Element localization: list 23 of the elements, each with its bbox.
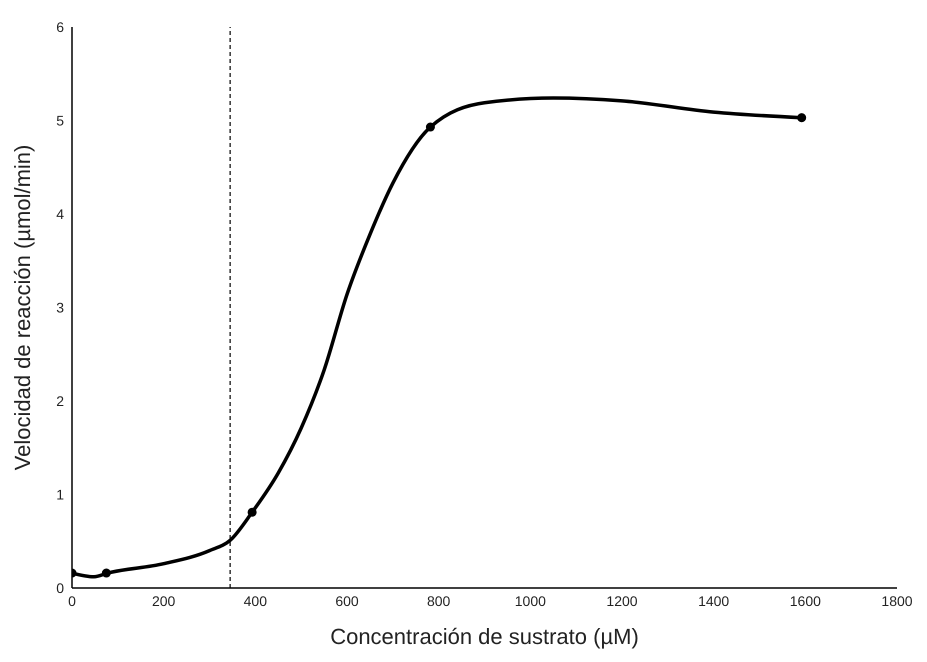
x-tick-label: 1200: [606, 592, 638, 609]
y-tick-label: 3: [56, 299, 64, 316]
x-tick-label: 1600: [790, 592, 822, 609]
point: [797, 113, 806, 122]
x-tick-label: 400: [244, 592, 268, 609]
x-tick-label: 1000: [514, 592, 546, 609]
y-axis-title: Velocidad de reacción (µmol/min): [10, 144, 35, 470]
x-tick-label: 0: [68, 592, 76, 609]
y-tick-label: 2: [56, 392, 64, 409]
y-tick-label: 4: [56, 206, 64, 222]
x-axis-title: Concentración de sustrato (µM): [330, 624, 639, 649]
x-tick-label: 600: [335, 592, 359, 609]
y-tick-label: 6: [56, 18, 64, 35]
point: [102, 568, 111, 578]
point: [426, 122, 435, 132]
x-tick-label: 1400: [698, 592, 730, 609]
y-tick-label: 5: [56, 112, 64, 128]
x-tick-label: 1800: [881, 592, 913, 609]
point: [248, 508, 257, 517]
x-tick-label: 200: [152, 592, 176, 609]
y-tick-label: 1: [56, 486, 64, 502]
y-tick-label: 0: [56, 580, 64, 596]
x-tick-label: 800: [426, 592, 451, 609]
